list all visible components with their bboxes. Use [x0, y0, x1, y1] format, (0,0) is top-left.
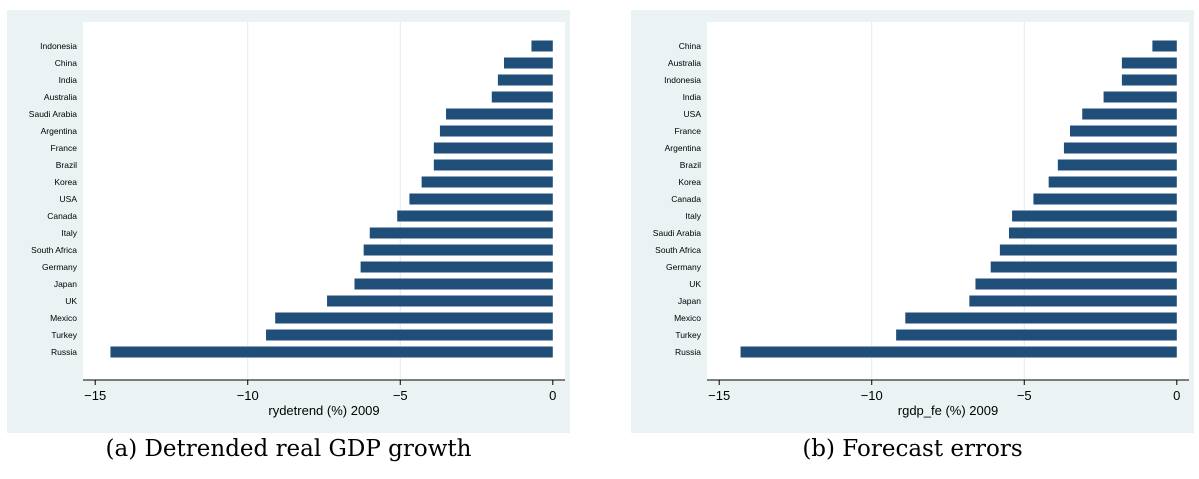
- category-label: Mexico: [50, 313, 77, 323]
- category-label: South Africa: [31, 245, 77, 255]
- category-label: Brazil: [56, 160, 77, 170]
- x-tick-label: −5: [393, 388, 408, 403]
- category-label: USA: [60, 194, 78, 204]
- x-tick-label: 0: [1173, 388, 1180, 403]
- bar-south-africa: [363, 244, 553, 256]
- chart-b-svg: China Australia Indonesia India USA France Arg…: [653, 22, 1189, 418]
- category-label: Brazil: [680, 160, 701, 170]
- category-label: China: [679, 41, 701, 51]
- x-axis-label: rgdp_fe (%) 2009: [898, 403, 998, 418]
- category-label: Germany: [42, 262, 78, 272]
- category-label: Canada: [671, 194, 701, 204]
- bar-italy: [369, 227, 553, 239]
- category-label: Russia: [51, 347, 77, 357]
- bar-usa: [1082, 108, 1177, 120]
- bar-indonesia: [1121, 74, 1177, 86]
- bar-australia: [1121, 57, 1177, 69]
- category-label: Argentina: [665, 143, 702, 153]
- bar-canada: [1033, 193, 1177, 205]
- bar-russia: [740, 346, 1177, 358]
- category-label: UK: [689, 279, 701, 289]
- chart-panel-a: Indonesia China India Australia Saudi Arabia…: [7, 10, 570, 433]
- x-tick-label: −5: [1017, 388, 1032, 403]
- bar-germany: [360, 261, 553, 273]
- category-label: Turkey: [675, 330, 701, 340]
- bar-south-africa: [999, 244, 1177, 256]
- category-label: South Africa: [655, 245, 701, 255]
- bar-indonesia: [531, 40, 553, 52]
- bar-france: [1070, 125, 1177, 137]
- caption-b: (b) Forecast errors: [802, 436, 1023, 462]
- bar-brazil: [433, 159, 553, 171]
- bar-argentina: [1063, 142, 1177, 154]
- bar-india: [1103, 91, 1177, 103]
- bar-argentina: [439, 125, 553, 137]
- x-tick-label: 0: [549, 388, 556, 403]
- category-label: Australia: [44, 92, 77, 102]
- bar-uk: [327, 295, 553, 307]
- category-label: UK: [65, 296, 77, 306]
- category-label: Japan: [678, 296, 701, 306]
- bar-uk: [975, 278, 1177, 290]
- bar-italy: [1012, 210, 1177, 222]
- category-label: Saudi Arabia: [653, 228, 701, 238]
- category-label: Korea: [678, 177, 701, 187]
- chart-a-svg: Indonesia China India Australia Saudi Arabia…: [29, 22, 565, 418]
- bar-korea: [1048, 176, 1177, 188]
- bar-turkey: [266, 329, 553, 341]
- bar-australia: [491, 91, 553, 103]
- category-label: Canada: [47, 211, 77, 221]
- bar-france: [433, 142, 553, 154]
- bar-turkey: [896, 329, 1177, 341]
- bar-japan: [969, 295, 1177, 307]
- bar-china: [503, 57, 553, 69]
- category-label: Saudi Arabia: [29, 109, 77, 119]
- bar-germany: [990, 261, 1177, 273]
- bar-mexico: [275, 312, 553, 324]
- bar-india: [497, 74, 553, 86]
- category-label: Russia: [675, 347, 701, 357]
- x-tick-label: −10: [861, 388, 883, 403]
- x-axis-label: rydetrend (%) 2009: [268, 403, 379, 418]
- caption-a: (a) Detrended real GDP growth: [105, 436, 472, 462]
- category-label: Australia: [668, 58, 701, 68]
- x-tick-label: −10: [237, 388, 259, 403]
- category-label: Italy: [61, 228, 77, 238]
- bar-usa: [409, 193, 553, 205]
- x-tick-label: −15: [708, 388, 730, 403]
- bar-mexico: [905, 312, 1177, 324]
- bar-saudi-arabia: [1009, 227, 1177, 239]
- category-label: Indonesia: [664, 75, 701, 85]
- bar-china: [1152, 40, 1177, 52]
- chart-panel-b: China Australia Indonesia India USA France Arg…: [631, 10, 1194, 433]
- bar-saudi-arabia: [446, 108, 553, 120]
- category-label: Argentina: [41, 126, 78, 136]
- bar-russia: [110, 346, 553, 358]
- category-label: Indonesia: [40, 41, 77, 51]
- bar-canada: [397, 210, 553, 222]
- category-label: France: [51, 143, 78, 153]
- category-label: India: [683, 92, 702, 102]
- category-label: France: [675, 126, 702, 136]
- bar-japan: [354, 278, 553, 290]
- category-label: Italy: [685, 211, 701, 221]
- category-label: China: [55, 58, 77, 68]
- category-label: USA: [684, 109, 702, 119]
- category-label: Japan: [54, 279, 77, 289]
- category-label: Korea: [54, 177, 77, 187]
- category-label: India: [59, 75, 78, 85]
- x-tick-label: −15: [84, 388, 106, 403]
- category-label: Mexico: [674, 313, 701, 323]
- bar-korea: [421, 176, 553, 188]
- category-label: Germany: [666, 262, 702, 272]
- bar-brazil: [1057, 159, 1177, 171]
- category-label: Turkey: [51, 330, 77, 340]
